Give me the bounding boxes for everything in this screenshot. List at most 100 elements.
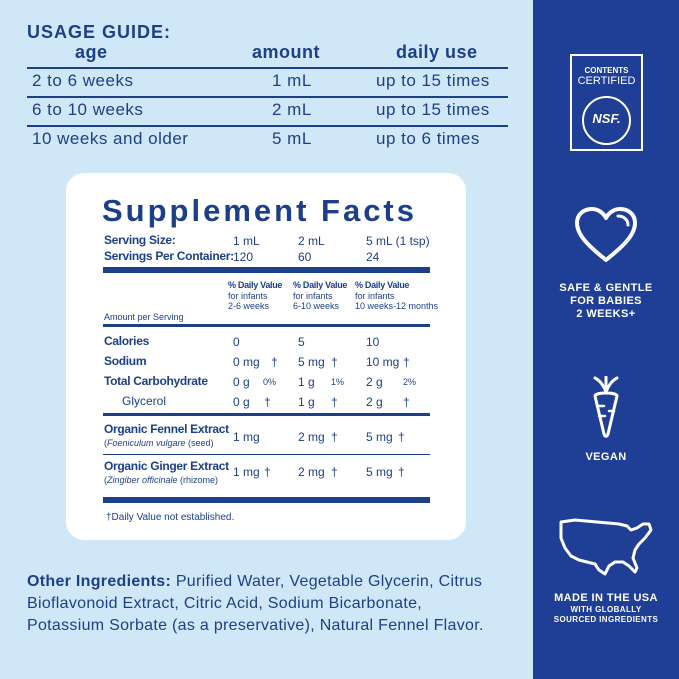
nutrient-value: 2 g <box>366 375 383 389</box>
amount-per-serving-label: Amount per Serving <box>104 312 184 322</box>
dv-value: † <box>264 395 271 409</box>
usage-row: 2 to 6 weeks 1 mL up to 15 times <box>0 67 533 97</box>
nutrient-value: 5 <box>298 335 305 349</box>
extract-value: 2 mg <box>298 430 325 444</box>
facts-medium-rule <box>103 413 430 416</box>
nutrient-value: 2 g <box>366 395 383 409</box>
usage-guide-title: USAGE GUIDE: <box>27 22 172 42</box>
usage-daily: up to 6 times <box>376 129 480 148</box>
dv-value: † <box>403 355 410 369</box>
features-sidebar: CONTENTS CERTIFIED NSF. SAFE & GENTLE FO… <box>533 0 679 679</box>
extract-value: 2 mg <box>298 465 325 479</box>
safe-line: SAFE & GENTLE <box>559 282 653 294</box>
extract-value: 5 mg <box>366 465 393 479</box>
usage-age: 2 to 6 weeks <box>32 71 134 90</box>
nutrient-value: 10 mg <box>366 355 400 369</box>
facts-thick-rule <box>103 267 430 273</box>
extract-source: (Foeniculum vulgare (seed) <box>104 438 214 448</box>
usage-header-age: age <box>75 42 108 62</box>
dv-value: † <box>331 465 338 479</box>
servings-value: 120 <box>233 250 254 264</box>
usa-map-icon <box>559 518 653 576</box>
nsf-contents-text: CONTENTS <box>584 66 629 75</box>
usa-line: MADE IN THE USA <box>554 592 658 604</box>
extract-plant-part: (seed) <box>185 438 214 448</box>
usage-divider <box>27 96 508 98</box>
other-ingredients-label: Other Ingredients: <box>27 573 172 590</box>
nutrient-name: Total Carbohydrate <box>104 374 208 388</box>
dv-value: † <box>331 395 338 409</box>
usage-divider <box>27 125 508 127</box>
dv-header-line: for infants <box>293 291 333 301</box>
dv-header-line: 2-6 weeks <box>228 301 270 311</box>
safe-line: 2 WEEKS+ <box>576 308 636 320</box>
supplement-facts-title: Supplement Facts <box>102 193 417 228</box>
supplement-facts-card: Supplement Facts Serving Size: 1 mL 2 mL… <box>66 173 466 540</box>
usage-header-amount: amount <box>252 42 320 62</box>
usage-age: 6 to 10 weeks <box>32 100 144 119</box>
dv-value: † <box>331 430 338 444</box>
dv-header-line: 6-10 weeks <box>293 301 340 311</box>
servings-per-container-label: Servings Per Container: <box>104 249 234 263</box>
extract-value: 1 mg <box>233 430 260 444</box>
dv-header-title: % Daily Value <box>293 280 348 290</box>
serving-size-value: 5 mL (1 tsp) <box>366 234 430 248</box>
dv-value: † <box>264 465 271 479</box>
usage-daily: up to 15 times <box>376 100 490 119</box>
extract-latin-name: Zingiber officinale <box>107 475 178 485</box>
dv-value: † <box>398 430 405 444</box>
extract-value: 1 mg <box>233 465 260 479</box>
serving-size-value: 2 mL <box>298 234 325 248</box>
usa-line: SOURCED INGREDIENTS <box>553 615 659 624</box>
extract-name: Organic Fennel Extract <box>104 422 229 436</box>
dv-header-line: 10 weeks-12 months <box>355 301 439 311</box>
other-ingredients-text: Purified Water, Vegetable Glycerin, Citr… <box>27 573 484 634</box>
footnote: †Daily Value not established. <box>106 512 235 523</box>
facts-thick-rule <box>103 497 430 503</box>
safe-gentle-label: SAFE & GENTLE FOR BABIES 2 WEEKS+ <box>533 282 679 321</box>
nutrient-value: 1 g <box>298 395 315 409</box>
usage-age: 10 weeks and older <box>32 129 189 148</box>
serving-size-value: 1 mL <box>233 234 260 248</box>
dv-value: 2% <box>403 377 417 387</box>
servings-value: 60 <box>298 250 312 264</box>
carrot-icon <box>593 376 619 438</box>
nutrient-value: 0 mg <box>233 355 260 369</box>
nutrient-value: 0 g <box>233 375 250 389</box>
dv-header-line: for infants <box>228 291 268 301</box>
usa-line: WITH GLOBALLY <box>570 605 642 614</box>
extract-source: (Zingiber officinale (rhizome) <box>104 475 219 485</box>
dv-header-title: % Daily Value <box>355 280 410 290</box>
nutrient-name: Sodium <box>104 354 147 368</box>
extract-value: 5 mg <box>366 430 393 444</box>
made-in-usa-label: MADE IN THE USA WITH GLOBALLY SOURCED IN… <box>533 592 679 625</box>
usage-divider <box>27 67 508 69</box>
nutrient-name: Calories <box>104 334 149 348</box>
dv-value: † <box>398 465 405 479</box>
servings-value: 24 <box>366 250 380 264</box>
dv-value: † <box>403 395 410 409</box>
nutrient-value: 0 g <box>233 395 250 409</box>
nutrient-value: 5 mg <box>298 355 325 369</box>
nsf-circle <box>582 96 631 145</box>
nsf-certified-icon: CONTENTS CERTIFIED NSF. <box>570 54 643 151</box>
left-panel: USAGE GUIDE: age amount daily use 2 to 6… <box>0 22 533 634</box>
dv-header-title: % Daily Value <box>228 280 283 290</box>
facts-medium-rule <box>103 324 430 327</box>
nsf-mark: NSF. <box>592 111 621 126</box>
vegan-label: VEGAN <box>585 451 627 463</box>
nsf-certified-text: CERTIFIED <box>577 75 636 87</box>
dv-header-line: for infants <box>355 291 395 301</box>
usage-daily: up to 15 times <box>376 71 490 90</box>
dv-value: † <box>271 355 278 369</box>
nutrient-value: 10 <box>366 335 380 349</box>
usage-row: 6 to 10 weeks 2 mL up to 15 times <box>0 96 533 126</box>
usage-amount: 5 mL <box>272 129 312 148</box>
usage-header-daily-use: daily use <box>396 42 478 62</box>
usage-row: 10 weeks and older 5 mL up to 6 times <box>0 125 533 155</box>
heart-icon <box>575 207 637 262</box>
extract-latin-name: Foeniculum vulgare <box>107 438 186 448</box>
usage-amount: 1 mL <box>272 71 312 90</box>
nutrient-name: Glycerol <box>122 394 167 408</box>
serving-size-label: Serving Size: <box>104 233 176 247</box>
